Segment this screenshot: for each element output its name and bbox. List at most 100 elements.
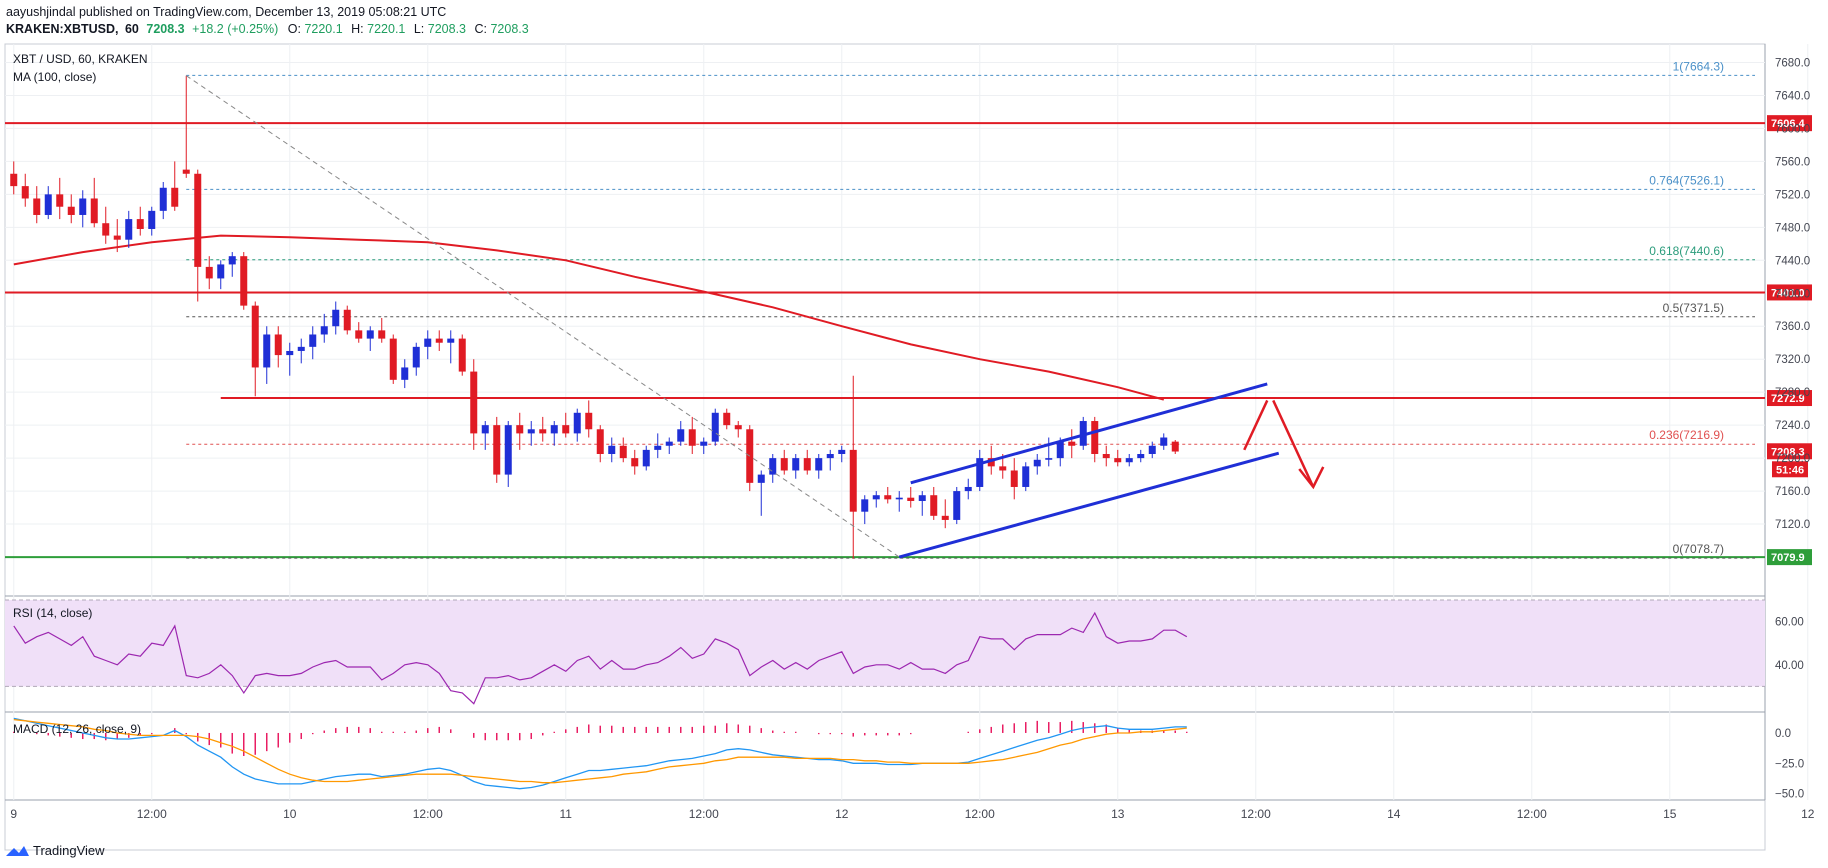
candle-body	[240, 256, 248, 306]
time-tick-label: 15	[1663, 807, 1677, 821]
candle-body	[608, 445, 616, 454]
candle-body	[596, 429, 604, 454]
candle-body	[435, 338, 443, 343]
time-tick-label: 10	[283, 807, 297, 821]
candle-body	[194, 173, 202, 267]
candle-body	[688, 429, 696, 446]
time-tick-label: 12:00	[1517, 807, 1547, 821]
high-value: 7220.1	[367, 22, 405, 36]
last-price-label: 7208.3	[1771, 446, 1805, 458]
candles-layer	[10, 75, 1179, 559]
level-price-tag	[1767, 115, 1812, 132]
candle-body	[286, 350, 294, 356]
time-axis[interactable]: 9 12:00 10 12:00 11 12:00 12 12:00 13 12:00 14 12:0…	[10, 807, 1814, 821]
candle-body	[550, 425, 558, 434]
macd-tick-label: −50.0	[1775, 789, 1804, 801]
last-price: 7208.3	[146, 22, 184, 36]
candle-body	[1079, 421, 1087, 446]
price-tick-label: 7320.0	[1775, 354, 1810, 366]
candle-body	[757, 474, 765, 483]
candle-body	[539, 429, 547, 434]
levels-layer: 7606.4 7401.0 7272.9 7079.9 1(7664.3) 0.764(7…	[5, 59, 1812, 566]
candle-body	[274, 334, 282, 356]
candle-body	[1114, 458, 1122, 463]
candle-body	[217, 264, 225, 279]
candle-body	[1171, 441, 1179, 452]
candle-body	[803, 458, 811, 471]
time-tick-label: 11	[560, 807, 573, 821]
candle-body	[205, 266, 213, 279]
rsi-band-fill	[5, 600, 1765, 687]
candle-body	[516, 425, 524, 434]
candle-body	[136, 219, 144, 229]
candle-body	[849, 449, 857, 512]
candle-body	[33, 198, 41, 215]
price-tick-label: 7640.0	[1775, 90, 1810, 102]
candle-body	[1160, 437, 1168, 446]
time-tick-label: 12:00	[137, 807, 167, 821]
ticker-period: 60	[125, 22, 139, 36]
rsi-pane-title: RSI (14, close)	[13, 606, 92, 620]
macd-layer	[13, 717, 1188, 790]
price-tick-label: 7240.0	[1775, 420, 1810, 432]
header: aayushjindal published on TradingView.co…	[6, 5, 529, 36]
candle-body	[999, 466, 1007, 471]
price-tick-label: 7200.0	[1775, 453, 1810, 465]
candle-body	[228, 256, 236, 265]
channel-lower-line	[898, 451, 1280, 559]
candle-body	[1010, 470, 1018, 487]
candle-body	[343, 309, 351, 331]
candle-body	[125, 219, 133, 240]
candle-body	[389, 338, 397, 380]
macd-signal-line	[13, 718, 1187, 784]
candle-body	[723, 412, 731, 426]
price-tick-label: 7120.0	[1775, 519, 1810, 531]
candle-body	[401, 367, 409, 380]
candle-body	[447, 338, 455, 343]
price-change: +18.2 (+0.25%)	[192, 22, 278, 36]
candle-body	[562, 425, 570, 434]
rsi-layer	[13, 611, 1188, 705]
price-tick-label: 7480.0	[1775, 222, 1810, 234]
time-tick-label: 14	[1387, 807, 1401, 821]
candle-body	[90, 198, 98, 224]
candle-body	[159, 187, 167, 211]
candle-body	[930, 495, 938, 516]
candle-body	[792, 458, 800, 471]
candle-body	[79, 198, 87, 215]
candle-body	[631, 458, 639, 467]
level-price-label: 7079.9	[1771, 552, 1805, 564]
time-tick-label: 12:00	[413, 807, 443, 821]
rsi-tick-label: 60.00	[1775, 617, 1804, 629]
time-tick-label: 13	[1111, 807, 1125, 821]
candle-body	[838, 449, 846, 454]
channel-upper-line	[910, 382, 1268, 485]
forecast-arrow-head	[1298, 466, 1325, 490]
price-tick-label: 7400.0	[1775, 288, 1810, 300]
candle-body	[861, 499, 869, 512]
rsi-tick-label: 40.00	[1775, 660, 1804, 672]
candle-body	[1137, 454, 1145, 459]
candle-body	[665, 441, 673, 446]
price-axis[interactable]: 7120.0 7160.0 7200.0 7240.0 7280.0 7320.0 7360…	[1775, 57, 1810, 800]
low-label: L:	[414, 22, 424, 36]
tradingview-logo[interactable]: TradingView	[6, 843, 105, 858]
price-tick-label: 7680.0	[1775, 57, 1810, 69]
candle-body	[700, 441, 708, 446]
candle-body	[21, 186, 29, 199]
close-label: C:	[475, 22, 488, 36]
candle-body	[642, 449, 650, 467]
fib-label: 0.5(7371.5)	[1663, 301, 1724, 315]
candle-body	[677, 429, 685, 442]
macd-tick-label: 0.0	[1775, 728, 1791, 740]
chart-frame	[4, 43, 1766, 851]
candle-body	[102, 223, 110, 236]
candle-body	[619, 445, 627, 459]
candle-body	[964, 486, 972, 492]
ma-legend: MA (100, close)	[13, 70, 96, 84]
price-tick-label: 7280.0	[1775, 387, 1810, 399]
candle-body	[884, 495, 892, 500]
high-label: H:	[351, 22, 364, 36]
level-price-label: 7606.4	[1771, 118, 1806, 130]
